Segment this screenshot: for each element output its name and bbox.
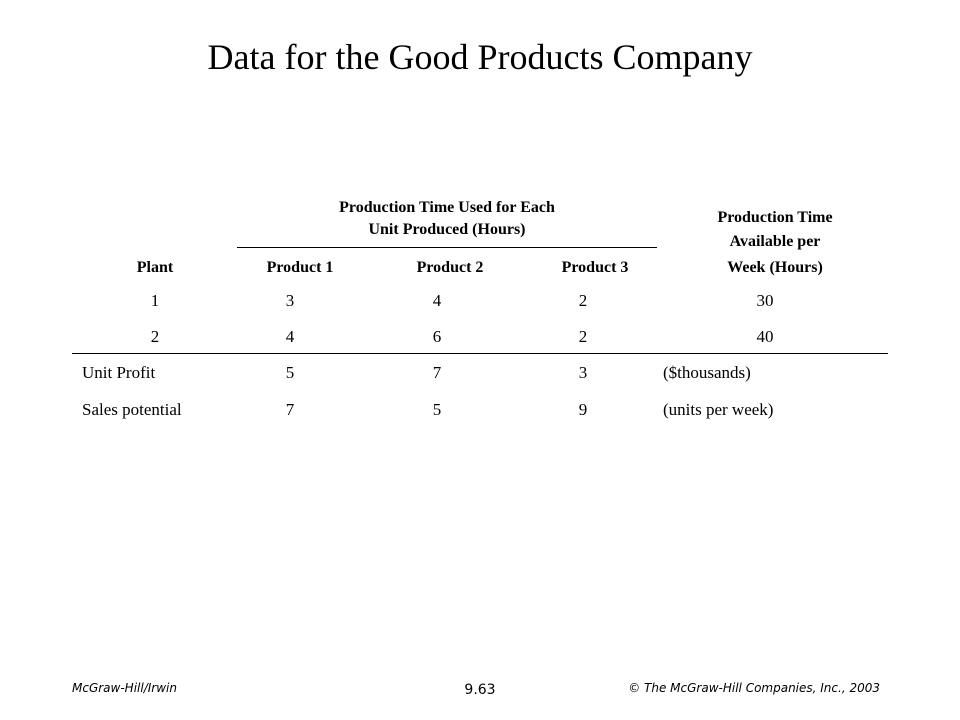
group-header-underline xyxy=(237,247,657,248)
footer-page-number: 9.63 xyxy=(464,682,496,698)
sales-potential-note: (units per week) xyxy=(663,400,774,419)
column-header-product-2: Product 2 xyxy=(416,259,484,276)
group-header-line1: Production Time Used for Each xyxy=(339,199,555,216)
column-header-product-1: Product 1 xyxy=(266,259,334,276)
column-header-product-3: Product 3 xyxy=(561,259,629,276)
sales-potential-product-3: 9 xyxy=(578,400,588,419)
cell-product-2: 4 xyxy=(432,291,442,310)
cell-product-1: 3 xyxy=(285,291,295,310)
cell-product-3: 2 xyxy=(578,327,588,346)
group-header-line2: Unit Produced (Hours) xyxy=(368,221,526,238)
cell-available: 40 xyxy=(756,327,774,346)
table-divider xyxy=(72,353,888,354)
unit-profit-label: Unit Profit xyxy=(82,363,156,382)
avail-header-line1: Production Time xyxy=(717,209,833,226)
cell-available: 30 xyxy=(756,291,774,310)
page-title: Data for the Good Products Company xyxy=(207,37,753,77)
unit-profit-product-1: 5 xyxy=(285,363,295,382)
column-header-plant: Plant xyxy=(136,259,174,276)
cell-product-2: 6 xyxy=(432,327,442,346)
sales-potential-label: Sales potential xyxy=(82,400,182,419)
footer-copyright: © The McGraw-Hill Companies, Inc., 2003 xyxy=(628,681,880,695)
footer-publisher: McGraw-Hill/Irwin xyxy=(72,681,177,695)
unit-profit-product-3: 3 xyxy=(578,363,588,382)
unit-profit-note: ($thousands) xyxy=(663,363,751,382)
sales-potential-product-1: 7 xyxy=(285,400,295,419)
unit-profit-product-2: 7 xyxy=(432,363,442,382)
cell-product-1: 4 xyxy=(285,327,295,346)
avail-header-line2: Available per xyxy=(729,233,821,250)
avail-header-line3: Week (Hours) xyxy=(727,259,823,276)
cell-product-3: 2 xyxy=(578,291,588,310)
sales-potential-product-2: 5 xyxy=(432,400,442,419)
cell-plant: 1 xyxy=(150,291,160,310)
cell-plant: 2 xyxy=(150,327,160,346)
